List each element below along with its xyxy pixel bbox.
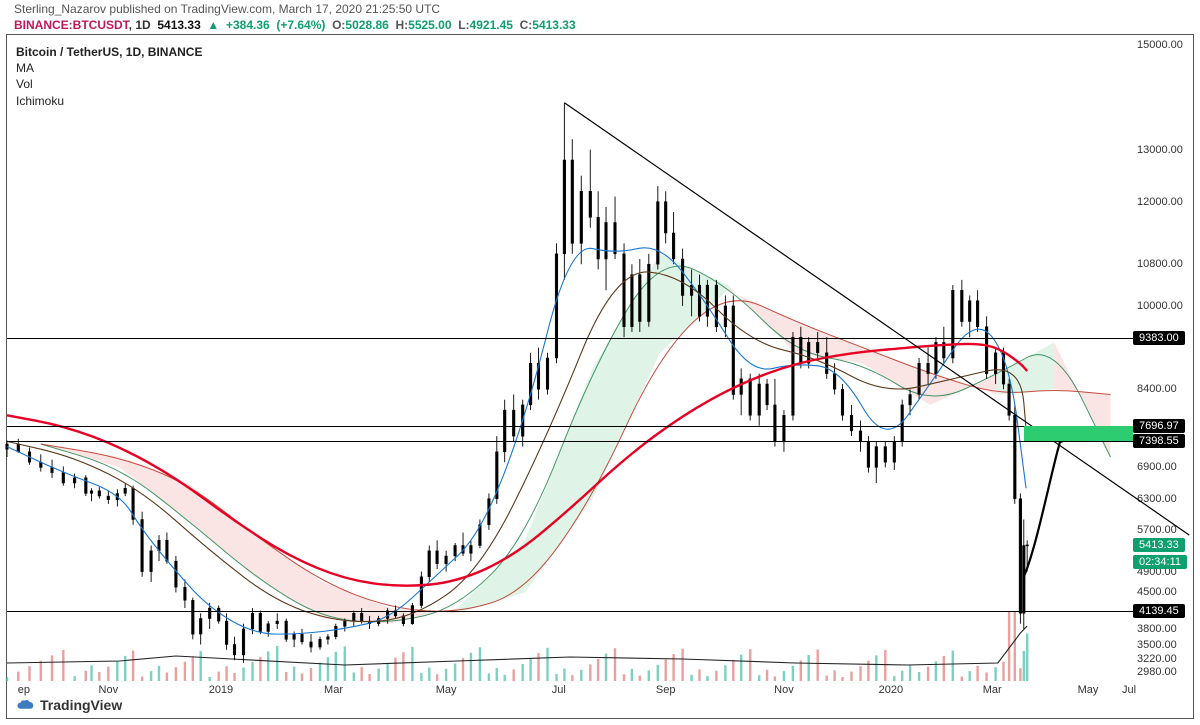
y-tick: 5700.00 [1137,524,1177,536]
y-axis: 15000.00 13000.00 12000.00 10800.00 10000.00… [1133,35,1193,695]
chart-area[interactable] [7,35,1133,681]
x-tick: Mar [983,684,1002,696]
y-tick: 10800.00 [1137,258,1183,270]
h-level-line [7,441,1133,442]
x-axis: ep Nov 2019 Mar May Jul Sep Nov 2020 Mar May Jul [7,684,1133,702]
y-tick: 3220.00 [1137,653,1177,665]
y-tick: 4500.00 [1137,586,1177,598]
last-price-label: 5413.33 [1133,538,1185,552]
x-tick: Nov [99,684,119,696]
h-level-line [7,611,1133,612]
x-tick: 2019 [209,684,233,696]
y-tick: 3500.00 [1137,639,1177,651]
y-tick: 10000.00 [1137,300,1183,312]
y-tick: 6900.00 [1137,461,1177,473]
x-tick: Sep [656,684,676,696]
y-tick: 8400.00 [1137,383,1177,395]
target-zone [1024,426,1133,442]
x-tick: Jul [552,684,566,696]
y-tick: 15000.00 [1137,39,1183,51]
publish-line: Sterling_Nazarov published on TradingVie… [14,2,440,16]
x-tick: Nov [774,684,794,696]
ticker-line: BINANCE:BTCUSDT, 1D 5413.33 ▲ +384.36 (+… [14,18,576,32]
h-level-line [7,338,1133,339]
y-tick: 2980.00 [1137,666,1177,678]
price-level-label: 9383.00 [1133,331,1185,345]
price-level-label: 7398.55 [1133,434,1185,448]
price-level-label: 4139.45 [1133,604,1185,618]
x-tick: Mar [324,684,343,696]
price-level-label: 7696.97 [1133,419,1185,433]
x-tick: ep [18,684,30,696]
x-tick: May [1078,684,1099,696]
y-tick: 3800.00 [1137,623,1177,635]
tradingview-logo: TradingView [16,697,122,713]
y-tick: 13000.00 [1137,144,1183,156]
countdown-label: 02:34:11 [1133,555,1187,569]
x-tick: May [436,684,457,696]
x-tick: 2020 [879,684,903,696]
x-tick: Jul [1122,684,1136,696]
cloud-icon [16,698,34,712]
chart-svg [7,35,1133,681]
y-tick: 12000.00 [1137,196,1183,208]
